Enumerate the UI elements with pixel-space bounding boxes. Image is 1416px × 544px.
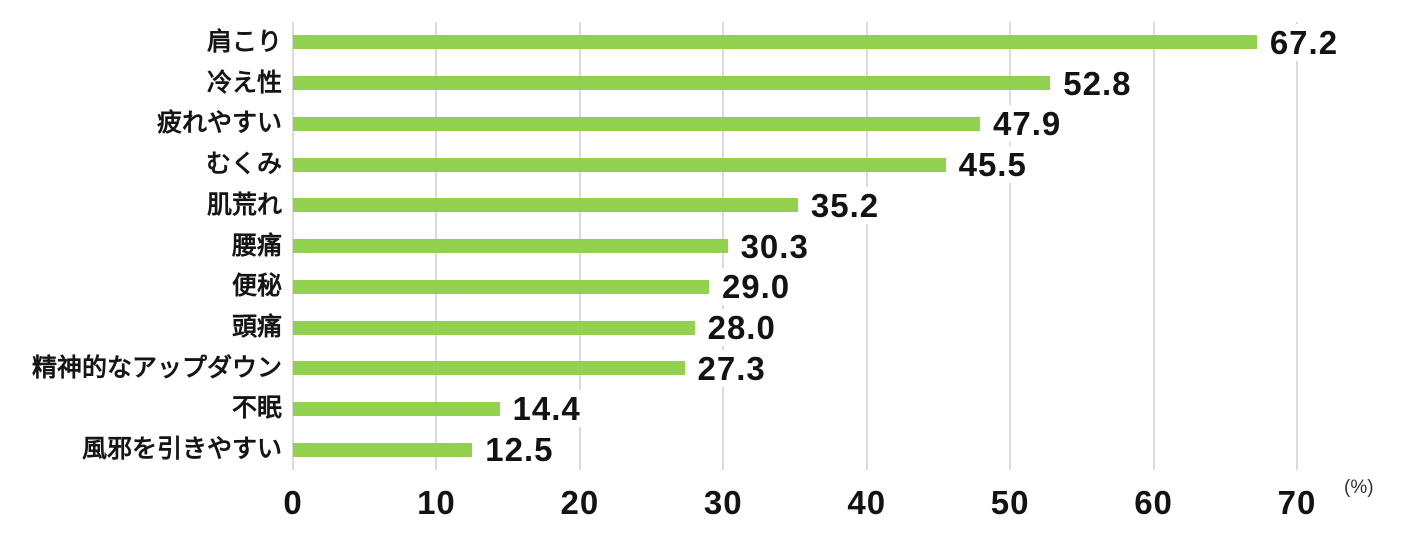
value-label: 52.8: [1058, 64, 1137, 102]
x-tick-label: 10: [417, 484, 456, 521]
gridline: [865, 22, 868, 470]
chart-row: 不眠 14.4: [0, 389, 1416, 430]
bar: [293, 401, 500, 416]
chart-row: 肌荒れ 35.2: [0, 185, 1416, 226]
value-label: 67.2: [1264, 23, 1344, 61]
chart-row: むくみ 45.5: [0, 144, 1416, 185]
value-label: 45.5: [953, 146, 1032, 184]
value-label: 47.9: [988, 105, 1067, 143]
category-label: 冷え性: [206, 68, 282, 97]
x-tick-label: 30: [703, 484, 743, 521]
chart-row: 肩こり 67.2: [0, 22, 1416, 63]
chart-row: 風邪を引きやすい 12.5: [0, 429, 1416, 470]
bar: [293, 157, 946, 172]
chart-row: 精神的なアップダウン 27.3: [0, 348, 1416, 389]
x-tick-label: 50: [990, 484, 1030, 521]
category-label: 頭痛: [231, 313, 282, 341]
value-label: 35.2: [805, 186, 885, 224]
x-tick-label: 0: [283, 484, 303, 521]
category-label: 精神的なアップダウン: [31, 353, 282, 382]
bar: [293, 116, 981, 131]
category-label: 風邪を引きやすい: [81, 435, 282, 464]
category-label: 腰痛: [231, 231, 282, 260]
chart-row: 便秘 29.0: [0, 266, 1416, 307]
x-axis-unit-label: (%): [1344, 477, 1374, 498]
value-label: 30.3: [735, 227, 814, 265]
bar: [293, 279, 709, 294]
gridline: [1296, 22, 1298, 470]
bar: [293, 35, 1257, 50]
chart-row: 頭痛 28.0: [0, 307, 1416, 348]
category-label: 肌荒れ: [206, 190, 282, 219]
value-label: 28.0: [702, 309, 781, 346]
chart-rows: 肩こり 67.2 冷え性 52.8 疲れやすい 47.9 むくみ 45.5 肌荒れ 35.2 腰痛 3…: [0, 22, 1416, 470]
category-label: むくみ: [205, 150, 282, 179]
value-label: 27.3: [692, 349, 771, 387]
x-tick-label: 60: [1134, 484, 1173, 521]
bar: [293, 442, 473, 457]
bar: [293, 76, 1051, 91]
chart-row: 腰痛 30.3: [0, 226, 1416, 267]
gridline: [1152, 22, 1155, 470]
chart-row: 疲れやすい 47.9: [0, 103, 1416, 144]
chart-row: 冷え性 52.8: [0, 63, 1416, 104]
category-label: 疲れやすい: [156, 109, 282, 138]
x-tick-label: 70: [1277, 484, 1317, 521]
category-label: 便秘: [231, 272, 282, 301]
category-label: 肩こり: [206, 27, 282, 56]
value-label: 14.4: [507, 390, 586, 428]
bar: [293, 239, 728, 254]
bar: [293, 198, 798, 213]
bar: [293, 361, 685, 376]
value-label: 12.5: [480, 431, 559, 469]
bar: [293, 320, 695, 335]
value-label: 29.0: [716, 268, 796, 306]
x-tick-label: 20: [560, 484, 600, 521]
category-label: 不眠: [231, 394, 282, 423]
x-tick-label: 40: [847, 484, 887, 521]
gridline: [1009, 22, 1012, 470]
